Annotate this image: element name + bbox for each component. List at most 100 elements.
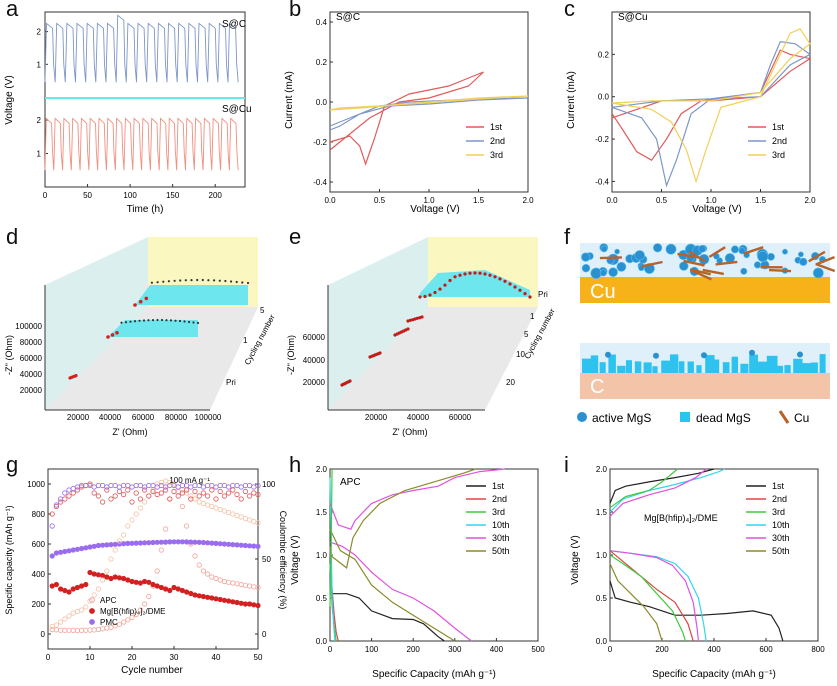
h-xlabel: Specific Capacity (mAh g⁻¹) [372,669,496,680]
g-mg-ce-31 [179,490,185,496]
f-cu-rod-12 [708,246,726,258]
g-pmc-cap-43 [230,542,236,548]
h-legend-1st: 1st [492,481,505,491]
g-pmc-cap-45 [238,542,244,548]
f-dead-mgs-4 [617,365,626,373]
g-apc-cap-30 [175,488,181,495]
d-point-arc1-5 [162,280,165,283]
g-apc-ce-41 [221,508,227,514]
c-xtick-label-4: 2.0 [804,196,816,205]
chart-c-cv-s-at-cu: 0.0 0.5 1.0 1.5 2.0 -0.4 -0.2 0.0 0.2 1st 2nd 3rd S… [566,11,816,215]
g-pmc-cap-35 [196,539,202,545]
g-apc-cap-32 [184,523,190,529]
e-floor [328,307,538,410]
e-point-seg3-1 [408,318,412,322]
g-mg-ce-29 [171,488,177,495]
a-s-at-c-label: S@C [222,19,246,30]
e-point-seg4-17 [503,279,507,283]
panel-label-h: h [289,452,302,477]
g-mg-cap-19 [129,578,135,585]
g-mg-ce-34 [192,488,198,495]
g-apc-cap-9 [87,627,93,633]
g-pmc-ce-26 [158,482,164,489]
g-mg-cap-21 [137,580,143,586]
g-pmc-cap-49 [255,543,261,550]
g-apc-ce-18 [125,523,131,529]
g-mg-cap-16 [116,575,123,581]
g-apc-cap-12 [100,626,106,632]
g-mg-cap-1 [53,581,60,588]
d-arc2 [135,285,248,305]
f-dead-mgs-2 [599,362,606,373]
g-apc-ce-0 [49,623,55,630]
g-apc-cap-8 [83,627,89,633]
g-pmc-cap-7 [79,545,85,552]
g-pmc-cap-22 [142,540,148,546]
d-tick-y-80000: 80000 [20,338,43,347]
b-xlabel: Voltage (V) [410,204,459,215]
g-mg-cap-37 [205,594,211,600]
b-xtick-label-4: 2.0 [522,196,534,205]
h-xtick-label-1: 100 [365,645,379,654]
b-ytick-label-0: -0.4 [313,178,327,187]
g-mg-cap-4 [66,589,72,595]
g-apc-cap-21 [137,607,143,613]
e-point-seg4-2 [428,293,432,297]
f-legend-dead-mgs-icon [680,412,690,422]
f-cu-substrate [580,277,830,303]
g-mg-ce-0 [49,511,55,517]
h-series-5 [329,528,456,642]
a-series-0 [44,14,239,83]
g-mg-cap-30 [175,586,181,592]
f-cu-label: Cu [590,281,616,303]
g-mg-cap-26 [158,584,164,591]
c-ytick-label-2: 0.0 [598,93,610,102]
g-mg-ce-28 [167,496,173,502]
g-mg-ce-2 [57,499,64,505]
g-mg-cap-38 [209,595,215,601]
g-apc-ce-2 [57,619,64,625]
g-mg-ce-47 [247,493,253,499]
h-title: APC [340,477,361,488]
f-active-mgs-bottom-0 [605,351,611,358]
g-apc-ce-46 [242,515,248,522]
g-pmc-cap-39 [213,540,219,547]
g-apc-ce-37 [205,502,211,508]
f-active-mgs-bottom-4 [797,351,803,358]
i-xtick-label-2: 400 [707,645,721,654]
g-pmc-ce-19 [129,484,135,490]
g-apc-cap-17 [121,619,127,625]
g-mg-cap-33 [188,590,194,597]
h-series-4 [329,541,472,642]
g-mg-cap-18 [125,577,131,583]
g-apc-ce-4 [66,613,72,619]
g-pmc-cap-21 [137,540,143,546]
g-y2tick-label-2: 100 [262,480,276,489]
g-pmc-ce-25 [154,484,160,490]
e-point-seg4-7 [453,275,457,279]
h-ytick-label-1: 0.5 [316,594,328,603]
g-apc-ce-16 [116,538,123,544]
g-pmc-ce-13 [104,484,110,490]
f-dead-mgs-14 [705,355,715,373]
g-apc-ce-17 [121,532,127,538]
i-legend-10th: 10th [772,520,790,530]
e-ztick-pri: Pri [538,290,548,299]
d-point-arc0-11 [156,318,159,322]
g-apc-cap-40 [217,577,223,583]
g-apc-ce-38 [209,503,215,510]
e-ztick-5: 5 [524,330,529,339]
g-legend-marker-1 [89,608,95,614]
g-pmc-ce-15 [112,482,118,489]
g-pmc-cap-27 [163,539,169,545]
i-xtick-label-1: 200 [655,645,669,654]
g-pmc-ce-45 [238,484,244,490]
g-pmc-ce-20 [133,482,139,489]
h-xtick-label-5: 500 [531,645,545,654]
d-xlabel: Z' (Ohm) [112,427,147,437]
f-cu-rod-9 [599,256,622,260]
d-point-arc0-7 [138,319,141,322]
g-pmc-ce-8 [83,482,89,489]
d-ztick-1: 1 [243,336,248,345]
g-apc-cap-34 [192,553,198,559]
